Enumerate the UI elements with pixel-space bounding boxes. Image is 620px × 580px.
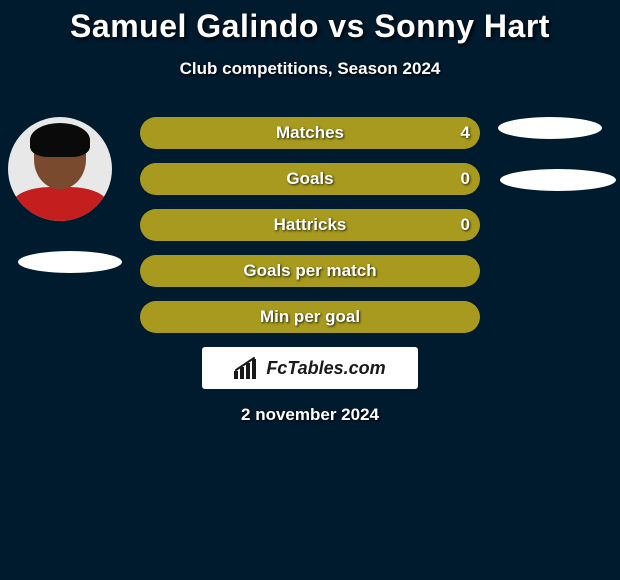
- bar-fill-left: [140, 209, 480, 241]
- stat-bar-min-per-goal: Min per goal: [140, 301, 480, 333]
- bar-fill-left: [140, 255, 480, 287]
- stat-bars: Matches 4 Goals 0 Hattricks 0 Goals per …: [140, 117, 480, 333]
- page-title: Samuel Galindo vs Sonny Hart: [0, 8, 620, 45]
- stat-bar-goals: Goals 0: [140, 163, 480, 195]
- stat-value-left: 0: [461, 215, 470, 235]
- player-right-placeholder-2: [500, 169, 616, 191]
- stat-bar-goals-per-match: Goals per match: [140, 255, 480, 287]
- stat-value-left: 4: [461, 123, 470, 143]
- stat-value-left: 0: [461, 169, 470, 189]
- date-label: 2 november 2024: [0, 405, 620, 425]
- bar-fill-left: [140, 117, 480, 149]
- bars-icon: [234, 357, 260, 379]
- watermark-text: FcTables.com: [266, 358, 385, 379]
- bar-fill-left: [140, 163, 480, 195]
- bar-fill-left: [140, 301, 480, 333]
- player-left-name-pill: [18, 251, 122, 273]
- infographic-root: Samuel Galindo vs Sonny Hart Club compet…: [0, 0, 620, 425]
- player-left-avatar: [8, 117, 112, 221]
- comparison-panel: Matches 4 Goals 0 Hattricks 0 Goals per …: [0, 117, 620, 425]
- stat-bar-hattricks: Hattricks 0: [140, 209, 480, 241]
- player-right-placeholder-1: [498, 117, 602, 139]
- watermark-badge: FcTables.com: [202, 347, 418, 389]
- stat-bar-matches: Matches 4: [140, 117, 480, 149]
- avatar-shirt: [12, 187, 108, 221]
- avatar-hair: [30, 123, 90, 157]
- subtitle: Club competitions, Season 2024: [0, 59, 620, 79]
